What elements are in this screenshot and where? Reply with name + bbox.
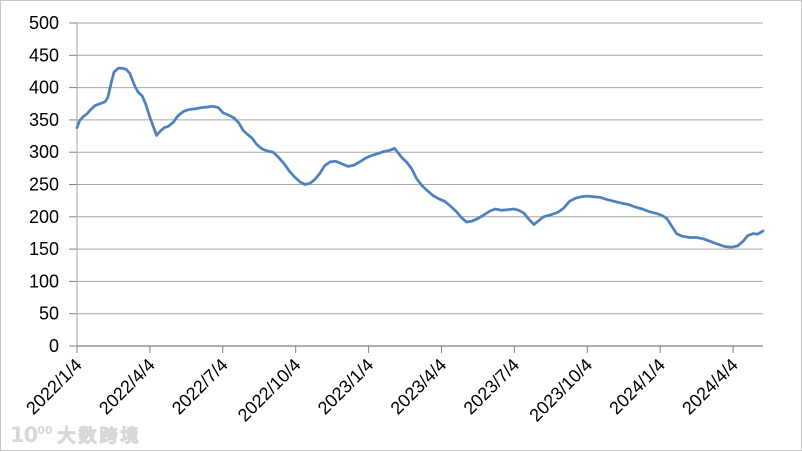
- price-line: [75, 66, 765, 249]
- x-axis-tick-label: 2023/4/4: [387, 355, 451, 419]
- x-axis-tick-label: 2023/7/4: [460, 355, 524, 419]
- x-axis-tick-label: 2022/1/4: [22, 355, 86, 419]
- y-axis-tick-label: 100: [29, 271, 59, 291]
- y-axis-tick-label: 400: [29, 78, 59, 98]
- x-axis-tick-label: 2022/4/4: [95, 355, 159, 419]
- x-axis-tick-label: 2023/10/4: [525, 355, 596, 426]
- y-axis-tick-label: 250: [29, 175, 59, 195]
- x-axis-tick-label: 2022/10/4: [234, 355, 305, 426]
- y-axis-tick-label: 150: [29, 239, 59, 259]
- x-axis-tick-label: 2024/1/4: [605, 355, 669, 419]
- x-axis-tick-label: 2023/1/4: [314, 355, 378, 419]
- y-axis-tick-label: 200: [29, 207, 59, 227]
- x-axis-tick-label: 2024/4/4: [678, 355, 742, 419]
- y-axis-tick-label: 450: [29, 45, 59, 65]
- y-axis-tick-label: 300: [29, 142, 59, 162]
- y-axis-tick-label: 500: [29, 13, 59, 33]
- x-axis-tick-label: 2022/7/4: [168, 355, 232, 419]
- y-axis-tick-label: 350: [29, 110, 59, 130]
- y-axis-tick-label: 0: [49, 336, 59, 356]
- y-axis-tick-label: 50: [39, 304, 59, 324]
